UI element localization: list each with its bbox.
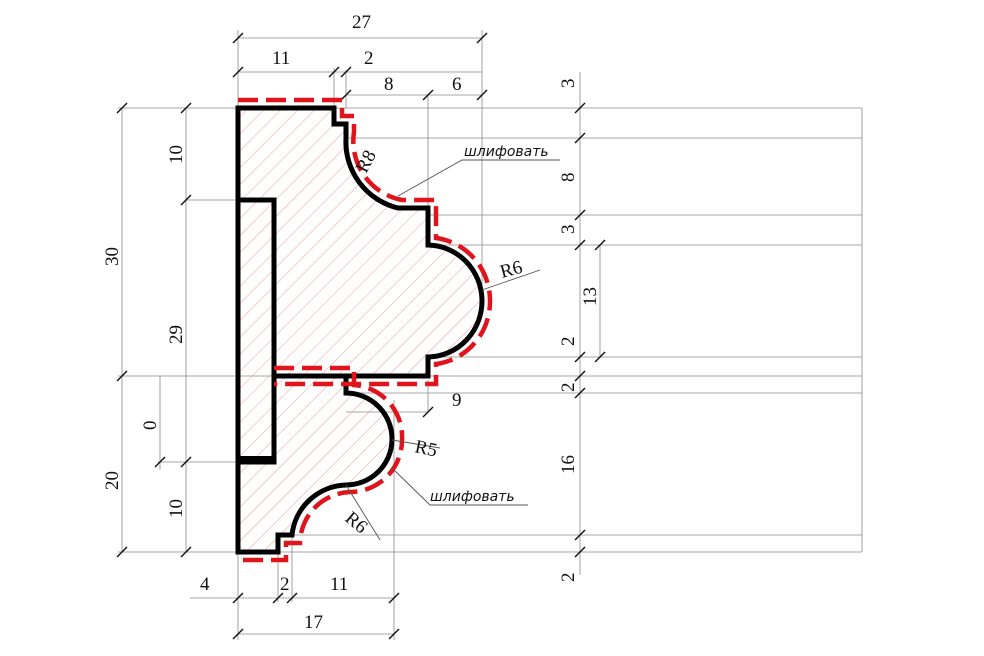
dim-left-20: 20	[102, 471, 123, 490]
radius-r8: R8	[352, 147, 381, 176]
extension-lines	[118, 30, 863, 640]
insert-plank	[235, 197, 277, 465]
dim-top-8: 8	[384, 74, 394, 95]
dim-bottom-11: 11	[330, 574, 348, 595]
upper-profile	[235, 105, 485, 379]
dim-right-3a: 3	[558, 79, 579, 89]
note-leaders	[345, 159, 560, 541]
dim-top-6: 6	[452, 74, 462, 95]
lower-profile	[235, 373, 395, 555]
dim-left-10a: 10	[166, 145, 187, 164]
radius-r5: R5	[413, 436, 439, 461]
dim-top-11: 11	[272, 48, 290, 69]
radius-r6-top: R6	[498, 257, 525, 283]
sanding-line	[238, 97, 493, 563]
dim-left-30: 30	[102, 247, 123, 266]
profile-section	[235, 105, 485, 555]
dim-right-2b: 2	[558, 383, 579, 393]
dim-left-10b: 10	[166, 499, 187, 518]
dim-right-3b: 3	[558, 225, 579, 235]
dim-bottom-2: 2	[280, 574, 290, 595]
dim-bottom-4: 4	[200, 574, 210, 595]
dim-right-8: 8	[558, 173, 579, 183]
note-grind-top: шлифовать	[464, 144, 549, 160]
dim-left-29: 29	[166, 325, 187, 344]
dim-top-2: 2	[364, 48, 374, 69]
radius-r6-bottom: R6	[341, 508, 371, 538]
dimension-ticks	[116, 32, 606, 640]
dim-left-0: 0	[140, 421, 161, 431]
note-grind-bottom: шлифовать	[430, 489, 515, 505]
dim-right-2a: 2	[558, 337, 579, 347]
dimension-labels: 27 11 2 8 6 3 8 3 13 2 2 16 2 30 10 29 0…	[102, 12, 601, 633]
dim-top-total: 27	[352, 12, 371, 33]
dim-right-16: 16	[558, 455, 579, 474]
dim-mid-9: 9	[452, 390, 462, 411]
dim-right-13: 13	[580, 287, 601, 306]
dim-bottom-17: 17	[304, 612, 323, 633]
dim-right-2c: 2	[558, 573, 579, 583]
